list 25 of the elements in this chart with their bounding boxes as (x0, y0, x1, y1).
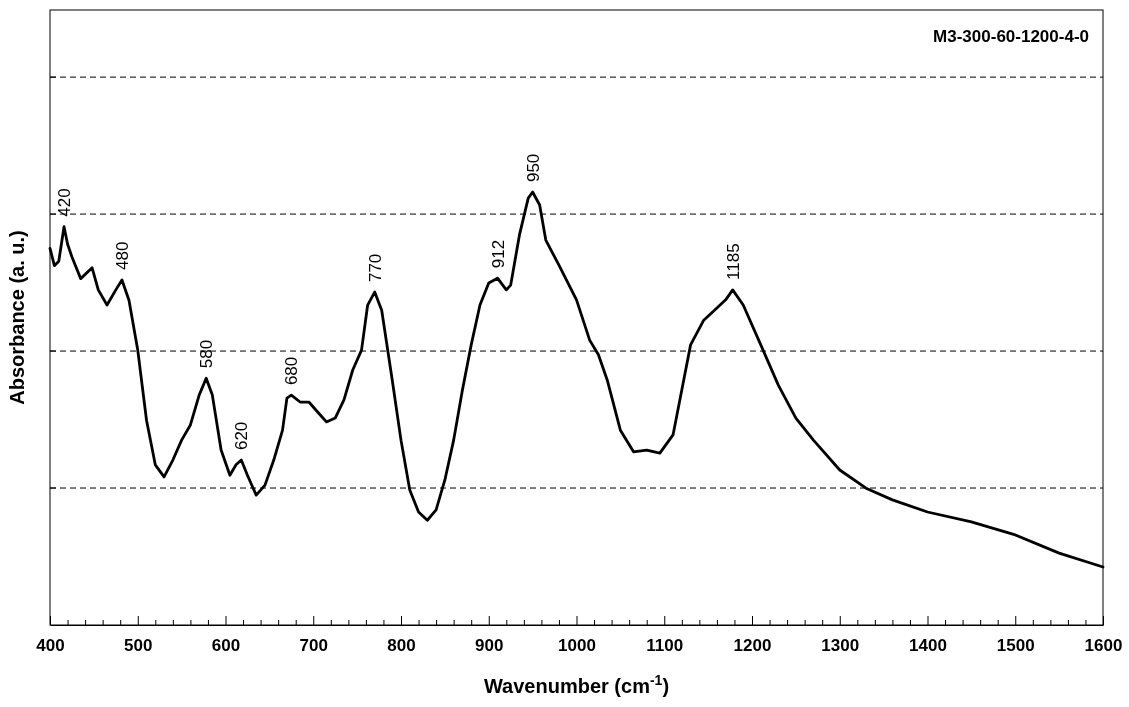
annotation: 950 (523, 153, 543, 183)
annotation: 770 (365, 253, 385, 283)
x-tick-label: 400 (36, 636, 65, 656)
annotation: 580 (197, 339, 217, 369)
x-tick-label: 1000 (558, 636, 596, 656)
annotation: 480 (112, 241, 132, 270)
x-tick-label: 700 (299, 636, 328, 656)
x-tick-label: 1400 (909, 636, 947, 656)
annotation: 620 (232, 421, 252, 451)
x-tick-label: 600 (211, 636, 241, 656)
x-tick-label: 1100 (646, 636, 684, 656)
x-tick-label: 1300 (821, 636, 860, 656)
x-axis-title: Wavenumber (cm$^{-1}$) (483, 672, 670, 697)
x-tick-label: 800 (387, 636, 416, 656)
annotation: 420 (55, 188, 75, 217)
annotation: 680 (282, 356, 302, 386)
chart-title: M3-300-60-1200-4-0 (933, 27, 1089, 46)
x-tick-label: 1200 (733, 636, 772, 656)
y-axis-title: Absorbance (a. u.) (6, 230, 28, 405)
x-tick-label: 900 (475, 636, 504, 656)
annotation: 912 (488, 239, 508, 269)
x-tick-label: 1600 (1084, 636, 1123, 656)
annotation: 1185 (723, 243, 743, 280)
x-tick-label: 500 (124, 636, 153, 656)
x-tick-label: 1500 (996, 636, 1035, 656)
